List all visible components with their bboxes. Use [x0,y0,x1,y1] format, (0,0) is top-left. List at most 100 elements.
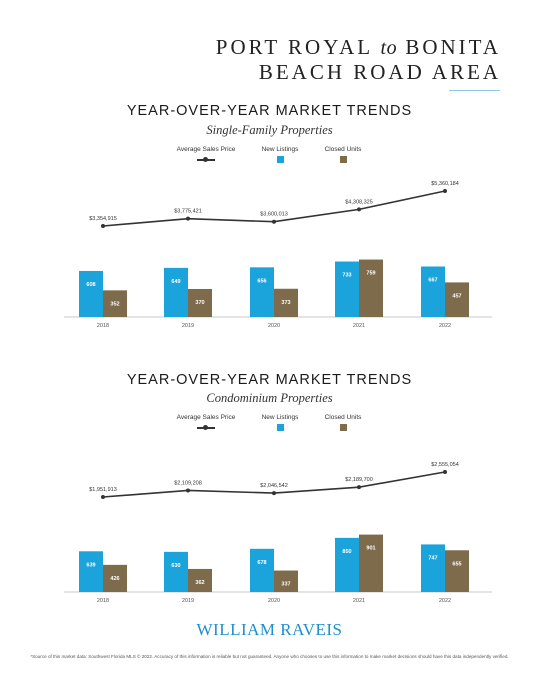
avg-price-label: $5,360,184 [431,181,459,187]
bar-closed-units [359,534,383,592]
bar-closed-units [445,550,469,592]
legend-item-avg-price: Average Sales Price [146,414,266,430]
avg-price-point [186,488,190,493]
bar-value-label: 370 [195,300,204,306]
bar-new-listings [164,551,188,592]
bar-value-label: 759 [366,271,375,277]
title-part-b: BONITA [405,35,501,59]
x-tick-label: 2018 [97,598,109,604]
bar-value-label: 667 [428,278,437,284]
section-subheading-single-family: Single-Family Properties [206,123,333,137]
avg-price-label: $2,046,542 [260,483,288,489]
bar-new-listings [79,270,103,317]
x-tick-label: 2022 [439,598,451,604]
x-tick-label: 2021 [353,323,365,329]
bar-value-label: 747 [428,555,437,561]
x-tick-label: 2019 [182,323,194,329]
title-underline [449,90,500,91]
legend-new-listings-swatch [277,156,284,163]
x-tick-label: 2021 [353,598,365,604]
bar-new-listings [79,551,103,592]
avg-price-point [186,216,190,221]
bar-closed-units [103,564,127,592]
avg-price-label: $2,109,208 [174,480,202,486]
avg-price-point [272,491,276,496]
x-tick-label: 2020 [268,598,280,604]
section-heading-condominium: YEAR-OVER-YEAR MARKET TRENDS [126,372,413,388]
legend-label-avg-price: Average Sales Price [176,414,236,421]
title-part-a: PORT ROYAL [215,35,373,59]
legend-label-closed-units: Closed Units [324,414,362,421]
bar-closed-units [274,288,298,317]
source-footnote: *Source of this market data: Southwest F… [30,654,509,659]
page-title-line2: BEACH ROAD AREA [258,60,501,84]
bar-new-listings [335,537,359,592]
x-tick-label: 2018 [97,323,109,329]
avg-price-point [357,485,361,490]
bar-value-label: 457 [452,293,461,299]
bar-value-label: 655 [452,561,461,567]
avg-price-label: $3,600,013 [260,212,288,218]
bar-value-label: 649 [171,279,180,285]
legend-item-avg-price: Average Sales Price [146,146,266,162]
page-title-line1: PORT ROYAL to BONITA [216,35,501,60]
avg-price-point [272,219,276,224]
legend-item-closed-units: Closed Units [283,414,403,431]
legend-item-closed-units: Closed Units [283,146,403,163]
legend-line-swatch [197,157,215,162]
bar-value-label: 426 [110,576,119,582]
bar-value-label: 901 [366,546,375,552]
legend-label-new-listings: New Listings [261,414,299,421]
bar-value-label: 678 [257,560,266,566]
avg-price-point [101,224,105,228]
x-tick-label: 2019 [182,598,194,604]
section-subheading-condominium: Condominium Properties [206,391,333,405]
x-tick-label: 2020 [268,323,280,329]
bar-closed-units [445,282,469,317]
bar-value-label: 373 [281,300,290,306]
avg-price-label: $1,951,913 [89,487,117,493]
bar-value-label: 639 [86,562,95,568]
chart-single-family: 608 649 656 733 667 352 370 373 759 457 2018 2019 20… [64,181,492,329]
bar-new-listings [335,261,359,317]
bar-closed-units [188,568,212,592]
bar-value-label: 608 [86,282,95,288]
legend-line-swatch [197,425,215,430]
title-part-to: to [380,37,398,59]
bar-closed-units [188,288,212,317]
legend-item-new-listings: New Listings [220,146,340,163]
legend-closed-units-swatch [340,424,347,431]
bar-new-listings [250,548,274,592]
avg-price-point [357,207,361,212]
legend-single-family: Average Sales Price New Listings Closed … [0,146,539,172]
legend-label-avg-price: Average Sales Price [176,146,236,153]
bar-closed-units [359,259,383,317]
bar-value-label: 630 [171,563,180,569]
avg-price-label: $2,555,054 [431,462,459,468]
brand-logo: WILLIAM RAVEIS [196,620,343,639]
bar-value-label: 733 [342,273,351,279]
avg-price-point [443,189,447,193]
bar-closed-units [274,570,298,592]
bar-closed-units [103,290,127,317]
bar-new-listings [250,267,274,317]
bar-value-label: 656 [257,278,266,284]
bar-value-label: 337 [281,582,290,588]
avg-price-label: $2,189,700 [345,477,373,483]
legend-closed-units-swatch [340,156,347,163]
bar-value-label: 362 [195,580,204,586]
legend-condominium: Average Sales Price New Listings Closed … [0,414,539,440]
chart-condominium: 639 630 678 850 747 426 362 337 901 655 2018 2019 20… [64,462,492,604]
avg-price-point [101,495,105,499]
x-tick-label: 2022 [439,323,451,329]
avg-price-label: $3,775,421 [174,209,202,215]
bar-new-listings [421,544,445,592]
bar-new-listings [164,267,188,317]
legend-new-listings-swatch [277,424,284,431]
legend-label-closed-units: Closed Units [324,146,362,153]
legend-label-new-listings: New Listings [261,146,299,153]
section-heading-single-family: YEAR-OVER-YEAR MARKET TRENDS [126,103,413,119]
avg-price-point [443,470,447,474]
avg-price-label: $4,308,325 [345,199,373,205]
bar-value-label: 352 [110,301,119,307]
